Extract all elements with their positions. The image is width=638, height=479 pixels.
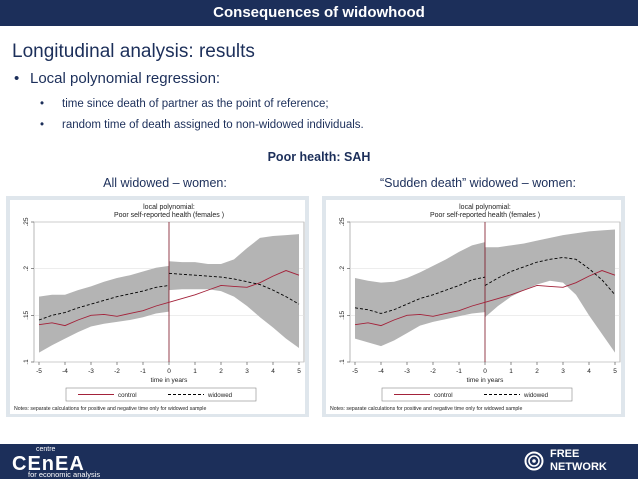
bullet-sub: • time since death of partner as the poin…: [40, 98, 329, 110]
cenea-logo-main: CEnEA: [12, 453, 85, 475]
bullet-dot: •: [14, 70, 20, 87]
free-network-logo: FREE NETWORK: [524, 445, 634, 478]
bullet-sub: • random time of death assigned to non-wi…: [40, 119, 364, 131]
series-widowed-line-before: [354, 276, 486, 314]
chart-note: Notes: separate calculations for positiv…: [330, 406, 522, 412]
y-tick-label: .25: [23, 217, 30, 226]
y-tick-label: .1: [23, 359, 30, 365]
series-control-line: [38, 270, 300, 327]
x-tick-label: 1: [193, 368, 197, 375]
chart-right-frame: local polynomial: Poor self-reported heal…: [322, 196, 625, 417]
bullet-sub-text: time since death of partner as the point…: [62, 98, 329, 110]
free-network-line2: NETWORK: [550, 461, 607, 473]
chart-title: local polynomial:: [459, 204, 511, 211]
slide-title: Consequences of widowhood: [213, 4, 425, 21]
x-tick-label: 4: [271, 368, 275, 375]
bullet-dot: •: [40, 98, 45, 110]
x-tick-label: 3: [245, 368, 249, 375]
x-tick-label: 5: [613, 368, 617, 375]
x-tick-label: 1: [509, 368, 513, 375]
center-title: Poor health: SAH: [267, 150, 371, 164]
footer-bar: centre CEnEA for economic analysis FREE …: [0, 444, 638, 479]
cenea-logo-sub: for economic analysis: [28, 470, 101, 479]
x-tick-label: -5: [36, 368, 42, 375]
chart-left: local polynomial:Poor self-reported heal…: [10, 200, 305, 414]
x-axis-label: time in years: [467, 377, 505, 384]
y-tick-label: .15: [23, 310, 30, 319]
x-tick-label: 3: [561, 368, 565, 375]
chart-note: Notes: separate calculations for positiv…: [14, 406, 206, 412]
x-axis-label: time in years: [151, 377, 189, 384]
chart-right: local polynomial:Poor self-reported heal…: [326, 200, 621, 414]
y-tick-label: .1: [339, 359, 346, 365]
section-heading: Longitudinal analysis: results: [12, 41, 255, 62]
legend-box: [381, 387, 573, 402]
legend-box: [65, 387, 257, 402]
x-tick-label: 0: [483, 368, 487, 375]
x-tick-label: -3: [88, 368, 94, 375]
x-tick-label: -4: [378, 368, 384, 375]
legend-control-label: control: [118, 392, 137, 399]
panel-title-left: All widowed – women:: [103, 176, 227, 190]
chart-left-frame: local polynomial: Poor self-reported heal…: [6, 196, 309, 417]
free-network-line1: FREE: [550, 448, 580, 460]
series-widowed-line-before: [38, 285, 170, 321]
x-tick-label: -2: [114, 368, 120, 375]
chart-title: local polynomial:: [143, 204, 195, 211]
legend-widowed-label: widowed: [207, 392, 233, 399]
free-network-icon: [524, 451, 544, 471]
chart-subtitle: Poor self-reported health (females ): [430, 212, 540, 219]
chart-subtitle: Poor self-reported health (females ): [114, 212, 224, 219]
title-bar: Consequences of widowhood: [0, 0, 638, 26]
x-tick-label: -2: [430, 368, 436, 375]
y-tick-label: .15: [339, 310, 346, 319]
x-tick-label: -1: [140, 368, 146, 375]
x-tick-label: 4: [587, 368, 591, 375]
confidence-band-before: [39, 265, 169, 353]
confidence-band-before: [355, 242, 485, 347]
legend-widowed-label: widowed: [523, 392, 549, 399]
x-tick-label: 5: [297, 368, 301, 375]
x-tick-label: -1: [456, 368, 462, 375]
series-widowed-line-after: [168, 272, 300, 305]
bullet-main: • Local polynomial regression:: [14, 70, 220, 87]
series-control-line: [354, 270, 616, 327]
legend-control-label: control: [434, 392, 453, 399]
y-tick-label: .2: [339, 266, 346, 272]
bullet-sub-text: random time of death assigned to non-wid…: [62, 119, 364, 131]
confidence-band-after: [169, 234, 299, 348]
bullet-main-text: Local polynomial regression:: [30, 70, 221, 87]
x-tick-label: 0: [167, 368, 171, 375]
series-widowed-line-after: [484, 257, 616, 296]
x-tick-label: -4: [62, 368, 68, 375]
bullet-dot: •: [40, 119, 45, 131]
x-tick-label: -5: [352, 368, 358, 375]
y-tick-label: .2: [23, 266, 30, 272]
y-tick-label: .25: [339, 217, 346, 226]
x-tick-label: 2: [219, 368, 223, 375]
panel-title-right: “Sudden death” widowed – women:: [380, 176, 576, 190]
x-tick-label: 2: [535, 368, 539, 375]
cenea-logo-small: centre: [36, 446, 56, 453]
confidence-band-after: [485, 229, 615, 353]
x-tick-label: -3: [404, 368, 410, 375]
